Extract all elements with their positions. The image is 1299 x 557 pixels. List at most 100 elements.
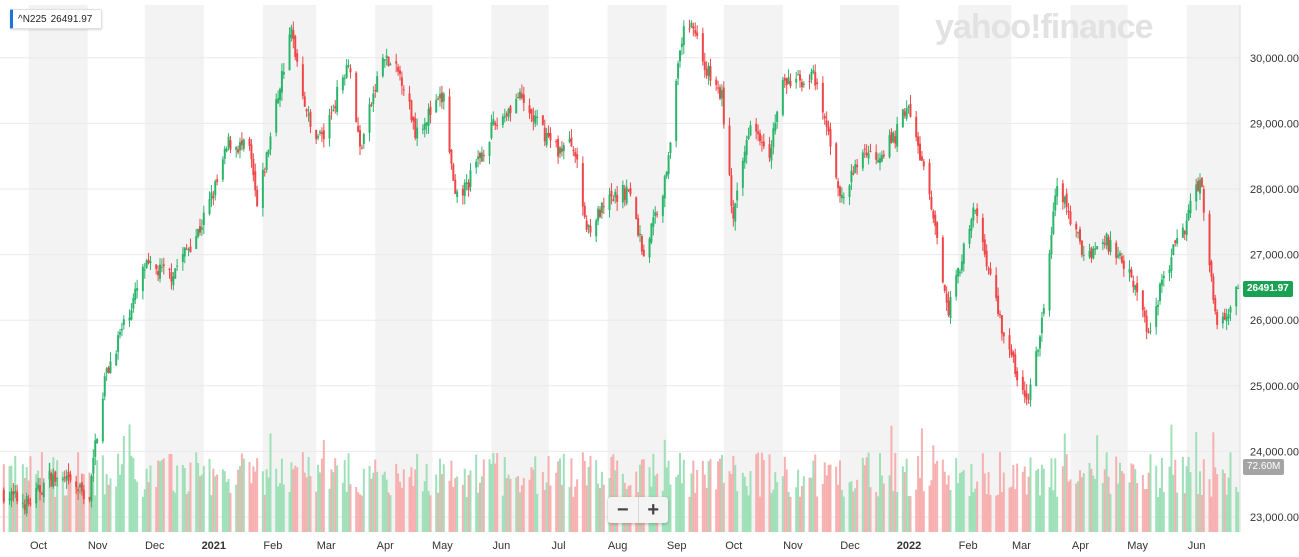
volume-bar: [1176, 492, 1179, 532]
candle-body: [520, 93, 523, 98]
candle-body: [303, 96, 306, 107]
candle-body: [120, 328, 123, 331]
candle-body: [781, 79, 784, 116]
candle-body: [1130, 269, 1133, 278]
candle-body: [199, 226, 201, 233]
candle-body: [349, 68, 352, 73]
volume-bar: [856, 479, 859, 532]
volume-bar: [469, 470, 472, 532]
candle-body: [707, 66, 710, 77]
candle-body: [730, 175, 733, 206]
x-axis: Oct Nov Dec 2021 Feb Mar Apr May Jun Jul Aug Sep Oct…: [30, 540, 1206, 552]
volume-bar: [1200, 495, 1203, 532]
candle-body: [90, 476, 93, 502]
candle-body: [981, 217, 984, 243]
volume-bar: [840, 489, 843, 532]
volume-bar: [663, 439, 666, 532]
candle-body: [505, 113, 508, 116]
volume-bar: [808, 477, 811, 532]
candle-body: [427, 108, 430, 126]
candle-body: [435, 99, 438, 113]
volume-bar: [1010, 486, 1013, 532]
candle-body: [168, 268, 171, 271]
volume-bar: [1221, 469, 1224, 532]
volume-bar: [515, 477, 518, 532]
volume-bar: [109, 478, 112, 532]
candle-body: [1132, 280, 1135, 287]
volume-bar: [522, 478, 525, 532]
candle-body: [452, 164, 455, 181]
volume-bar: [597, 483, 600, 532]
volume-bar: [334, 458, 337, 532]
candle-body: [79, 484, 81, 488]
zoom-in-button[interactable]: +: [637, 497, 668, 523]
volume-bar: [922, 491, 925, 532]
volume-bar: [199, 476, 201, 532]
volume-bar: [1202, 459, 1205, 532]
candle-body: [14, 491, 17, 493]
volume-bar: [16, 490, 19, 532]
series-legend[interactable]: ^N225 26491.97: [10, 9, 103, 29]
candle-body: [1183, 231, 1186, 234]
candle-body: [534, 115, 537, 124]
volume-bar: [957, 483, 960, 532]
candle-body: [359, 130, 361, 147]
candle-body: [1159, 283, 1161, 301]
volume-bar: [999, 452, 1001, 532]
candle-body: [267, 149, 270, 155]
candle-body: [319, 131, 321, 134]
candle-body: [1115, 242, 1118, 258]
volume-bar: [572, 496, 575, 532]
candle-body: [1029, 384, 1032, 401]
volume-bar: [867, 452, 870, 532]
volume-bar: [640, 459, 643, 532]
volume-bar: [1025, 494, 1028, 532]
candle-body: [875, 152, 878, 160]
candle-body: [1109, 240, 1112, 252]
candle-body: [850, 170, 853, 183]
volume-bar: [907, 496, 910, 532]
volume-bar: [42, 490, 45, 532]
volume-bar: [1225, 494, 1228, 532]
candle-body: [1094, 248, 1097, 250]
candle-body: [1185, 220, 1188, 236]
volume-bar: [1216, 474, 1219, 532]
volume-bar: [494, 463, 497, 532]
volume-bar: [1079, 470, 1081, 532]
volume-bar: [741, 472, 744, 532]
candle-body: [477, 156, 480, 160]
volume-bar: [519, 492, 521, 532]
volume-bar: [307, 456, 310, 532]
volume-bar: [1000, 492, 1003, 532]
volume-bar: [465, 496, 468, 532]
candle-body: [599, 209, 601, 217]
candle-body: [985, 250, 988, 267]
volume-bar: [1027, 476, 1030, 532]
x-tick-label: 2021: [202, 540, 226, 552]
volume-bar: [345, 491, 348, 532]
candle-body: [1088, 251, 1091, 257]
volume-bar: [1012, 464, 1015, 532]
volume-bar: [117, 453, 120, 532]
candle-body: [1014, 354, 1017, 374]
volume-bar: [1042, 468, 1045, 532]
volume-bar: [863, 465, 866, 532]
candle-body: [1134, 285, 1137, 290]
volume-bar: [168, 454, 171, 532]
candle-body: [808, 80, 811, 82]
zoom-out-button[interactable]: −: [608, 497, 638, 523]
volume-bar: [995, 495, 998, 532]
volume-bar: [901, 466, 904, 532]
volume-bar: [185, 494, 188, 532]
candle-body: [250, 144, 253, 160]
candle-body: [322, 130, 325, 139]
candle-body: [503, 116, 506, 118]
volume-bar: [461, 484, 464, 532]
candle-body: [439, 94, 441, 99]
y-tick-label: 27,000.00: [1250, 250, 1299, 262]
volume-bar: [1223, 473, 1226, 532]
candle-body: [949, 296, 952, 318]
volume-bar: [880, 475, 883, 532]
